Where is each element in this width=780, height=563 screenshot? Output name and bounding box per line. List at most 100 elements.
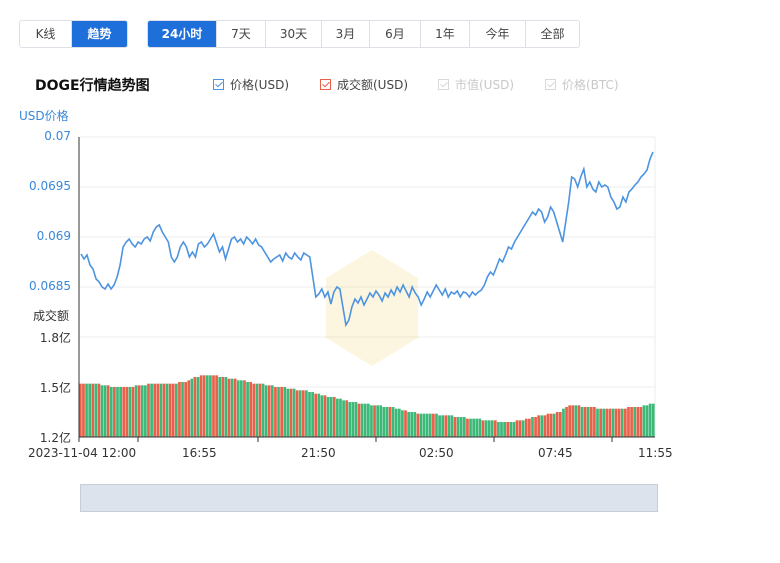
volume-bar <box>119 387 122 437</box>
volume-bar <box>614 408 618 437</box>
volume-bar <box>264 385 268 437</box>
volume-tick: 1.5亿 <box>39 381 71 395</box>
watermark-logo <box>326 250 418 366</box>
volume-bar <box>128 387 132 437</box>
volume-bar <box>493 420 497 437</box>
volume-bar <box>472 418 475 437</box>
volume-bar <box>156 383 160 437</box>
volume-bar <box>289 388 293 437</box>
kline-button[interactable]: K线 <box>20 21 72 47</box>
volume-bar <box>379 405 383 437</box>
volume-bar <box>648 403 652 437</box>
volume-bar <box>261 383 265 437</box>
volume-bar <box>345 400 349 437</box>
volume-bar <box>205 375 209 437</box>
volume-bar <box>450 415 454 437</box>
volume-bar <box>240 380 243 437</box>
volume-bar <box>246 382 249 437</box>
volume-bar <box>617 408 621 437</box>
volume-bar <box>283 387 287 437</box>
volume-bar <box>103 385 107 437</box>
volume-bar <box>463 417 466 437</box>
volume-bar <box>274 387 277 437</box>
volume-bar <box>388 407 392 437</box>
trend-button[interactable]: 趋势 <box>72 21 127 47</box>
volume-bar <box>199 375 203 437</box>
volume-bar <box>602 408 606 437</box>
volume-bar <box>633 407 637 437</box>
volume-bar <box>506 422 510 437</box>
volume-bar <box>175 383 178 437</box>
volume-bar <box>233 378 237 437</box>
volume-bar <box>518 420 522 437</box>
volume-axis-title: 成交额 <box>33 309 70 323</box>
volume-bar <box>394 408 398 437</box>
legend-price-btc[interactable]: 价格(BTC) <box>545 76 619 93</box>
range-7d-button[interactable]: 7天 <box>217 21 266 47</box>
volume-bar <box>249 382 253 437</box>
range-1y-button[interactable]: 1年 <box>421 21 470 47</box>
legend-price-usd[interactable]: 价格(USD) <box>213 76 289 93</box>
range-6m-button[interactable]: 6月 <box>370 21 421 47</box>
volume-bar <box>624 408 627 437</box>
volume-bar <box>277 387 280 437</box>
volume-bar <box>589 407 593 437</box>
volume-bar <box>645 405 649 437</box>
volume-bar <box>627 407 630 437</box>
volume-bar <box>515 420 519 437</box>
legend-volume-usd[interactable]: 成交额(USD) <box>320 76 408 93</box>
volume-bar <box>147 383 150 437</box>
volume-bar <box>326 397 330 437</box>
volume-bar <box>336 398 339 437</box>
x-tick-label: 16:55 <box>182 446 217 460</box>
volume-bar <box>555 412 559 437</box>
volume-bar <box>459 417 463 437</box>
price-tick: 0.0695 <box>29 179 71 193</box>
volume-bar <box>549 413 553 437</box>
volume-bar <box>94 383 98 437</box>
volume-bar <box>196 377 200 437</box>
volume-bar <box>580 407 584 437</box>
volume-bar <box>301 390 305 437</box>
volume-bar <box>401 410 404 437</box>
volume-bar <box>422 413 426 437</box>
volume-bar <box>122 387 126 437</box>
range-30d-button[interactable]: 30天 <box>266 21 322 47</box>
range-all-button[interactable]: 全部 <box>526 21 579 47</box>
range-ytd-button[interactable]: 今年 <box>470 21 526 47</box>
volume-bar <box>100 385 104 437</box>
range-3m-button[interactable]: 3月 <box>322 21 370 47</box>
volume-bar <box>407 412 410 437</box>
volume-bar <box>230 378 234 437</box>
volume-bar <box>168 383 172 437</box>
volume-bar <box>432 413 435 437</box>
range-navigator[interactable] <box>80 484 658 512</box>
volume-bar <box>497 422 500 437</box>
range-24h-button[interactable]: 24小时 <box>148 21 217 47</box>
legend-marketcap-usd[interactable]: 市值(USD) <box>438 76 514 93</box>
volume-bar <box>181 382 184 437</box>
volume-bar <box>305 390 308 437</box>
volume-bar <box>413 412 417 437</box>
volume-bar <box>540 415 544 437</box>
volume-bar <box>636 407 640 437</box>
volume-bar <box>425 413 429 437</box>
volume-tick: 1.8亿 <box>39 331 71 345</box>
volume-bar <box>116 387 119 437</box>
volume-bar <box>193 377 197 437</box>
volume-bar <box>360 403 364 437</box>
volume-bar <box>131 387 135 437</box>
volume-bar <box>370 405 373 437</box>
volume-bar <box>354 402 358 437</box>
volume-bar <box>373 405 376 437</box>
volume-bar <box>537 415 541 437</box>
price-tick: 0.07 <box>44 129 71 143</box>
volume-bar <box>546 413 550 437</box>
chart-title: DOGE行情趋势图 <box>35 78 150 94</box>
x-tick-label: 02:50 <box>419 446 454 460</box>
volume-bar <box>286 388 290 437</box>
volume-bar <box>85 383 88 437</box>
volume-bar <box>534 417 537 437</box>
volume-bar <box>416 413 420 437</box>
